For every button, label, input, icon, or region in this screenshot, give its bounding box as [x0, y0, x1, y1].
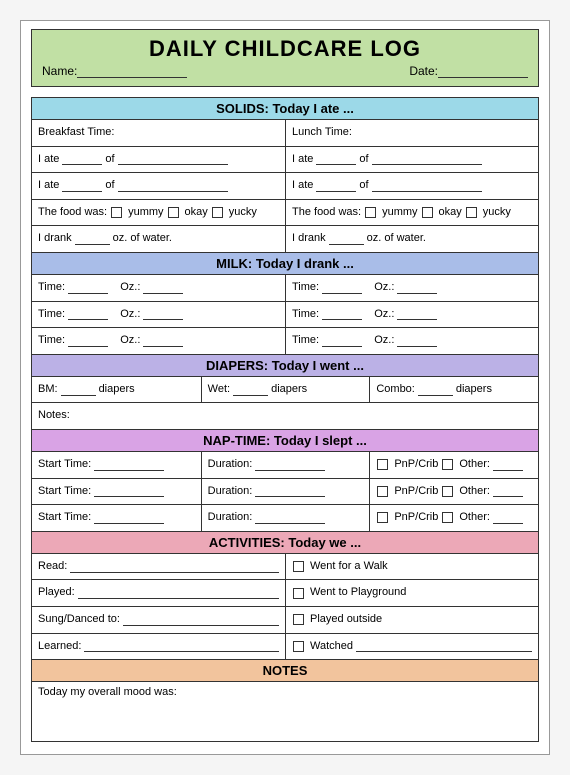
- activity-watched: Watched: [285, 634, 538, 660]
- milk-entry: Time: Oz.:: [285, 328, 538, 354]
- nap-start: Start Time:: [32, 452, 201, 478]
- page: DAILY CHILDCARE LOG Name: Date: SOLIDS: …: [20, 20, 550, 755]
- lunch-ate-1: I ateof: [285, 147, 538, 173]
- checkbox-other[interactable]: [442, 459, 453, 470]
- checkbox-other[interactable]: [442, 512, 453, 523]
- nap-location: PnP/CribOther:: [369, 452, 538, 478]
- lunch-drank: I drankoz. of water.: [285, 226, 538, 252]
- nap-start: Start Time:: [32, 505, 201, 531]
- activity-sung: Sung/Danced to:: [32, 607, 285, 633]
- nap-start: Start Time:: [32, 479, 201, 505]
- checkbox-playground[interactable]: [293, 588, 304, 599]
- page-title: DAILY CHILDCARE LOG: [42, 36, 528, 62]
- lunch-time: Lunch Time:: [285, 120, 538, 146]
- checkbox-outside[interactable]: [293, 614, 304, 625]
- diapers-notes: Notes:: [32, 403, 538, 429]
- lunch-ate-2: I ateof: [285, 173, 538, 199]
- notes-area: Today my overall mood was:: [32, 681, 538, 741]
- milk-entry: Time: Oz.:: [285, 275, 538, 301]
- checkbox-yummy[interactable]: [365, 207, 376, 218]
- checkbox-yucky[interactable]: [466, 207, 477, 218]
- checkbox-yucky[interactable]: [212, 207, 223, 218]
- name-field: Name:: [42, 64, 187, 78]
- checkbox-walk[interactable]: [293, 561, 304, 572]
- nap-duration: Duration:: [201, 505, 370, 531]
- header: DAILY CHILDCARE LOG Name: Date:: [31, 29, 539, 87]
- diapers-combo: Combo:diapers: [369, 377, 538, 403]
- breakfast-food-rating: The food was: yummy okay yucky: [32, 200, 285, 226]
- breakfast-drank: I drankoz. of water.: [32, 226, 285, 252]
- checkbox-watched[interactable]: [293, 641, 304, 652]
- checkbox-other[interactable]: [442, 486, 453, 497]
- lunch-food-rating: The food was: yummy okay yucky: [285, 200, 538, 226]
- checkbox-pnp[interactable]: [377, 459, 388, 470]
- breakfast-ate-2: I ateof: [32, 173, 285, 199]
- checkbox-pnp[interactable]: [377, 512, 388, 523]
- section-header-solids: SOLIDS: Today I ate ...: [32, 98, 538, 119]
- section-header-diapers: DIAPERS: Today I went ...: [32, 354, 538, 376]
- milk-entry: Time: Oz.:: [32, 328, 285, 354]
- milk-entry: Time: Oz.:: [32, 302, 285, 328]
- activity-walk: Went for a Walk: [285, 554, 538, 580]
- checkbox-okay[interactable]: [168, 207, 179, 218]
- milk-entry: Time: Oz.:: [285, 302, 538, 328]
- nap-duration: Duration:: [201, 479, 370, 505]
- activity-read: Read:: [32, 554, 285, 580]
- activity-playground: Went to Playground: [285, 580, 538, 606]
- mood-label: Today my overall mood was:: [38, 686, 177, 698]
- breakfast-ate-1: I ateof: [32, 147, 285, 173]
- checkbox-pnp[interactable]: [377, 486, 388, 497]
- nap-location: PnP/CribOther:: [369, 479, 538, 505]
- section-header-naptime: NAP-TIME: Today I slept ...: [32, 429, 538, 451]
- section-header-notes: NOTES: [32, 659, 538, 681]
- breakfast-time: Breakfast Time:: [32, 120, 285, 146]
- section-header-milk: MILK: Today I drank ...: [32, 252, 538, 274]
- nap-duration: Duration:: [201, 452, 370, 478]
- nap-location: PnP/CribOther:: [369, 505, 538, 531]
- section-header-activities: ACTIVITIES: Today we ...: [32, 531, 538, 553]
- checkbox-yummy[interactable]: [111, 207, 122, 218]
- activity-played: Played:: [32, 580, 285, 606]
- milk-entry: Time: Oz.:: [32, 275, 285, 301]
- activity-outside: Played outside: [285, 607, 538, 633]
- diapers-wet: Wet:diapers: [201, 377, 370, 403]
- activity-learned: Learned:: [32, 634, 285, 660]
- checkbox-okay[interactable]: [422, 207, 433, 218]
- date-field: Date:: [409, 64, 528, 78]
- diapers-bm: BM:diapers: [32, 377, 201, 403]
- form-grid: SOLIDS: Today I ate ... Breakfast Time: …: [31, 97, 539, 742]
